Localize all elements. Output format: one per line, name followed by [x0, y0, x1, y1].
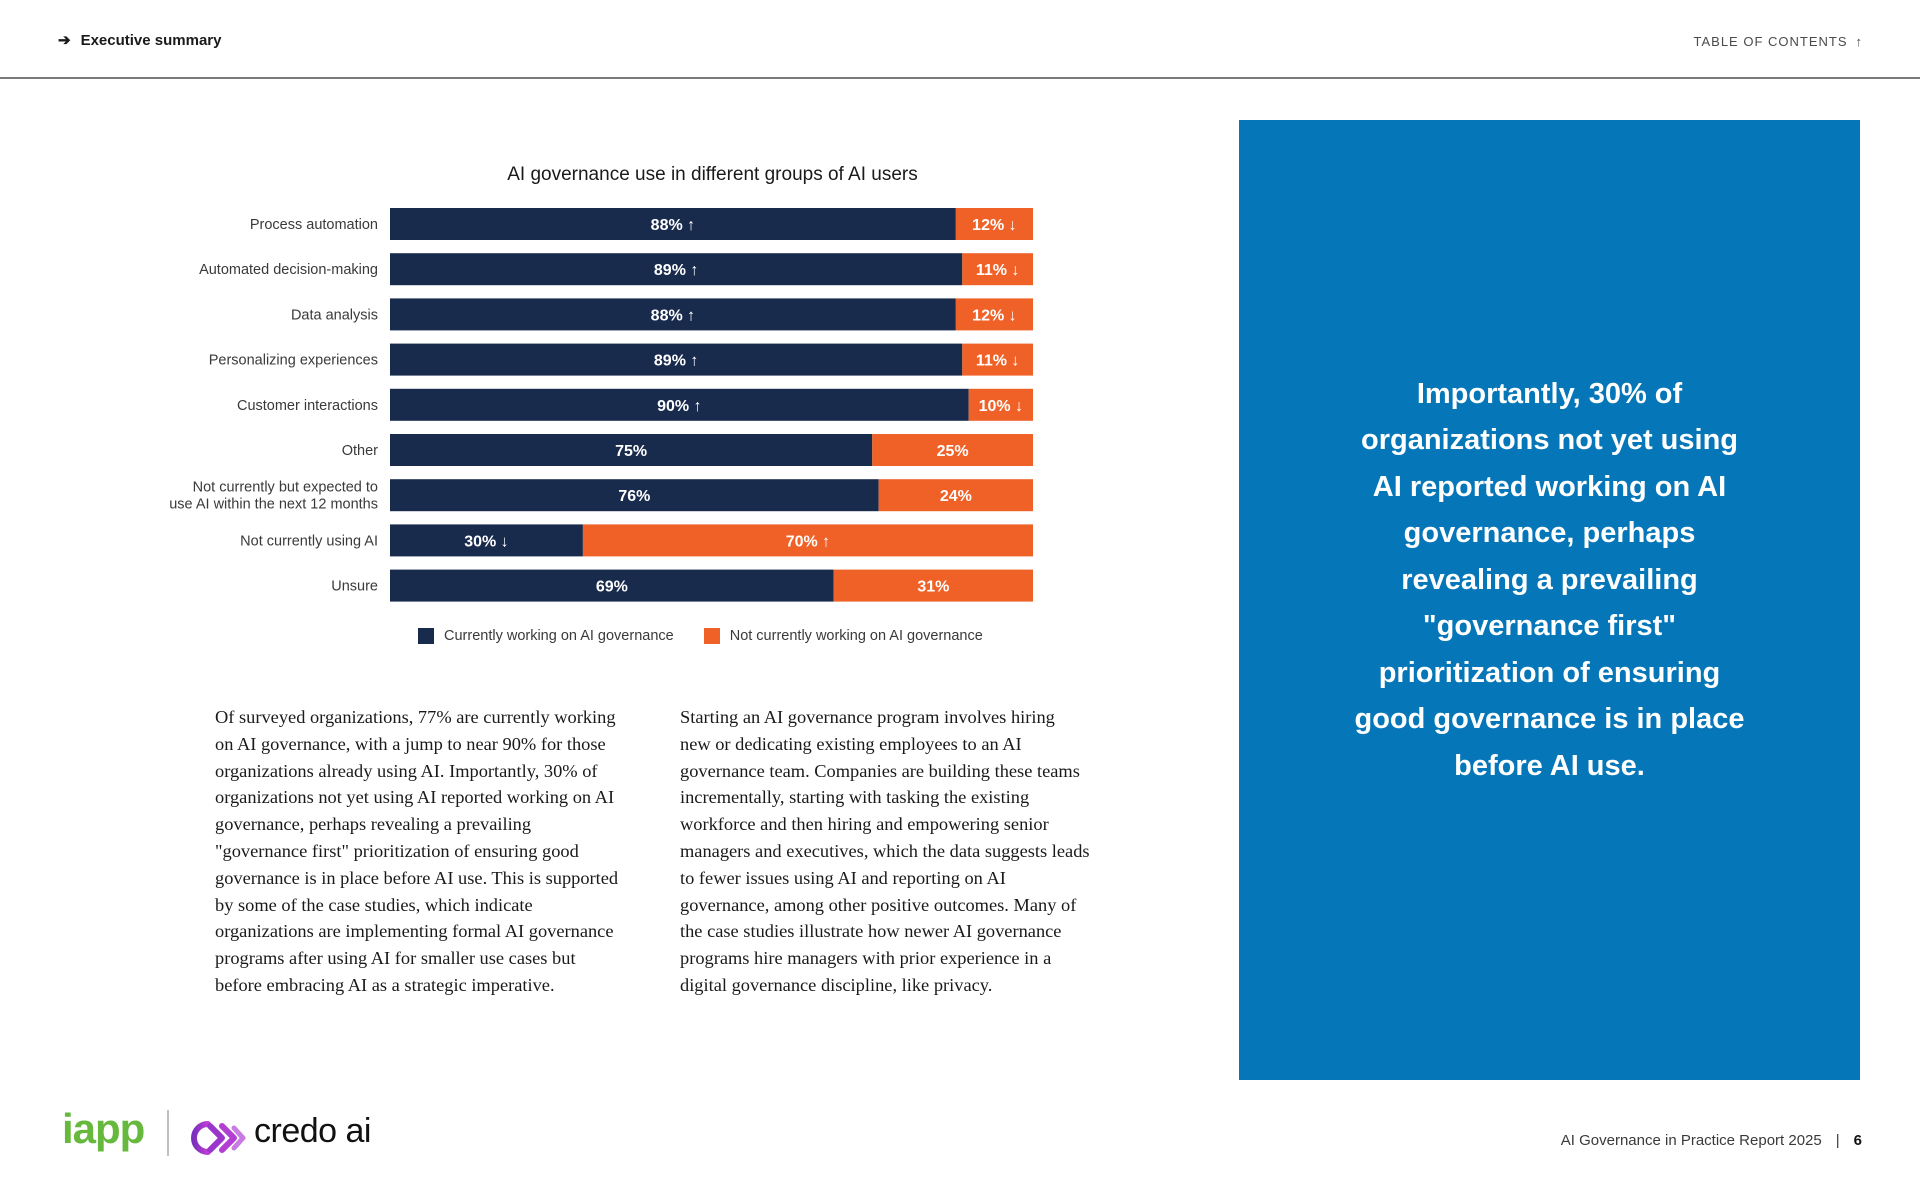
table-of-contents-link[interactable]: TABLE OF CONTENTS ↑	[1694, 34, 1863, 49]
bar-segment	[955, 208, 1033, 240]
report-title: AI Governance in Practice Report 2025	[1560, 1132, 1822, 1149]
bar-value-label: 11% ↓	[976, 262, 1020, 279]
chart-legend: Currently working on AI governance Not c…	[418, 628, 983, 644]
bar-segment	[390, 434, 873, 466]
bar-segment	[390, 298, 956, 331]
bar-segment	[833, 569, 1033, 602]
bar-value-label: 69%	[596, 579, 628, 596]
bar-value-label: 31%	[917, 579, 949, 596]
legend-swatch-working	[418, 628, 434, 644]
bar-value-label: 12% ↓	[972, 307, 1016, 324]
bar-value-label: 90% ↑	[657, 398, 701, 415]
footer-separator: |	[1835, 1132, 1840, 1149]
bar-segment	[390, 343, 963, 376]
arrow-up-icon: ↑	[1855, 34, 1863, 49]
bar-segment	[390, 569, 834, 602]
page-header: ➔ Executive summary TABLE OF CONTENTS ↑	[0, 0, 1920, 79]
arrow-right-icon: ➔	[58, 32, 71, 49]
bar-segment	[872, 434, 1033, 466]
category-label: Automated decision-making	[199, 262, 378, 278]
breadcrumb[interactable]: ➔ Executive summary	[58, 32, 222, 49]
bar-value-label: 24%	[940, 488, 972, 505]
bar-segment	[390, 524, 583, 557]
iapp-logo: iapp	[62, 1105, 145, 1152]
bar-segment	[962, 343, 1033, 376]
breadcrumb-label[interactable]: Executive summary	[80, 32, 222, 49]
category-label: Customer interactions	[237, 398, 378, 414]
bar-segment	[582, 524, 1033, 557]
bar-value-label: 75%	[615, 443, 647, 460]
bar-value-label: 30% ↓	[464, 533, 508, 550]
bar-value-label: 88% ↑	[651, 307, 695, 324]
bar-segment	[390, 388, 969, 421]
category-label: Unsure	[331, 579, 378, 595]
legend-swatch-not-working	[703, 628, 720, 644]
bar-value-label: 70% ↑	[786, 533, 830, 550]
bar-value-label: 89% ↑	[654, 353, 698, 370]
bar-value-label: 76%	[618, 488, 650, 505]
bar-segment	[968, 388, 1033, 421]
page-number: 6	[1853, 1132, 1862, 1149]
category-label: Data analysis	[291, 307, 378, 323]
body-paragraph-right: Starting an AI governance program involv…	[680, 707, 1090, 995]
legend-item-working: Currently working on AI governance	[418, 628, 674, 644]
credo-ai-logo-icon	[191, 1121, 246, 1155]
credo-ai-logo-text: credo ai	[254, 1112, 371, 1150]
category-label: Process automation	[250, 217, 378, 233]
bar-value-label: 25%	[937, 443, 969, 460]
bar-segment	[390, 479, 879, 512]
category-label: Not currently but expected to use AI with…	[169, 480, 378, 513]
category-label: Other	[342, 443, 378, 459]
page-footer: AI Governance in Practice Report 2025 | …	[1561, 1132, 1862, 1149]
bar-value-label: 10% ↓	[979, 398, 1023, 415]
category-label: Personalizing experiences	[209, 353, 378, 369]
legend-label-working: Currently working on AI governance	[444, 628, 674, 644]
bar-value-label: 88% ↑	[651, 217, 695, 234]
bar-value-label: 89% ↑	[654, 262, 698, 279]
bar-value-label: 11% ↓	[976, 353, 1020, 370]
bar-segment	[962, 253, 1033, 286]
bar-segment	[878, 479, 1033, 512]
toc-label[interactable]: TABLE OF CONTENTS	[1693, 34, 1848, 49]
legend-label-not-working: Not currently working on AI governance	[729, 628, 983, 644]
pull-quote-box: Importantly, 30% of organizations not ye…	[1239, 120, 1860, 1080]
bar-segment	[955, 298, 1033, 331]
body-paragraph-left: Of surveyed organizations, 77% are curre…	[215, 707, 619, 995]
chart-title: AI governance use in different groups of…	[507, 164, 918, 185]
pull-quote-text: Importantly, 30% of organizations not ye…	[1354, 377, 1745, 782]
bar-segment	[390, 208, 956, 240]
logo-divider	[167, 1110, 169, 1156]
category-label: Not currently using AI	[240, 533, 378, 549]
bar-value-label: 12% ↓	[972, 217, 1016, 234]
bar-segment	[390, 253, 963, 286]
legend-item-not-working: Not currently working on AI governance	[703, 628, 983, 644]
